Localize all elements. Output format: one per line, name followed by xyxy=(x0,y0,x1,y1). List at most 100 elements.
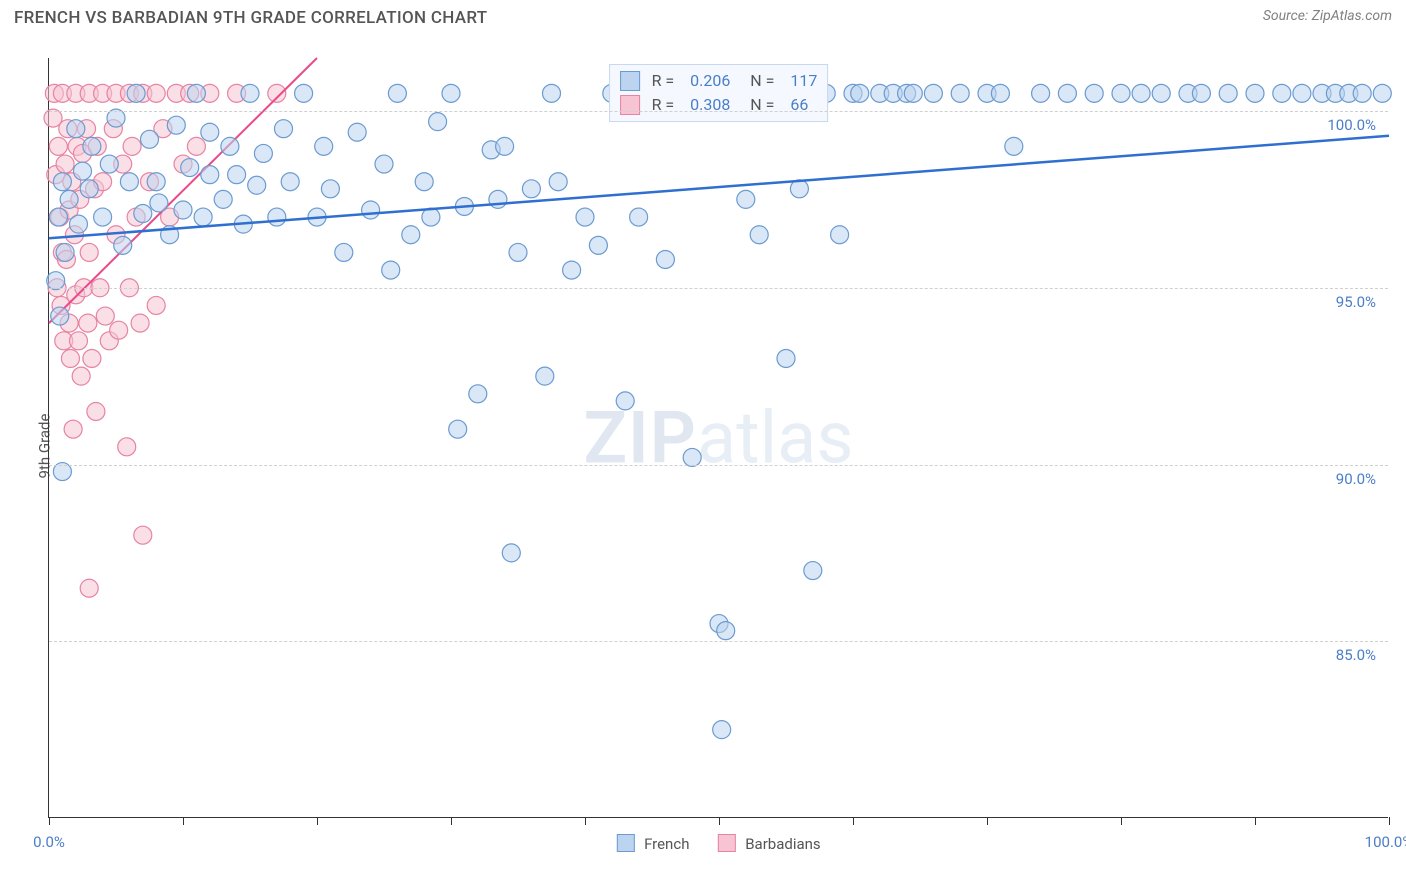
data-point xyxy=(589,236,607,254)
data-point xyxy=(241,84,259,102)
data-point xyxy=(1353,84,1371,102)
data-point xyxy=(49,208,67,226)
data-point xyxy=(187,84,205,102)
data-point xyxy=(49,137,67,155)
data-point xyxy=(804,562,822,580)
data-point xyxy=(737,190,755,208)
data-point xyxy=(1085,84,1103,102)
data-point xyxy=(1132,84,1150,102)
data-point xyxy=(1152,84,1170,102)
data-point xyxy=(110,321,128,339)
x-tick xyxy=(183,817,184,825)
legend-item-barbadians: Barbadians xyxy=(717,834,820,853)
data-point xyxy=(449,420,467,438)
data-point xyxy=(56,155,74,173)
data-point xyxy=(134,526,152,544)
data-point xyxy=(214,190,232,208)
data-point xyxy=(60,190,78,208)
data-point xyxy=(362,201,380,219)
data-point xyxy=(187,137,205,155)
x-tick xyxy=(719,817,720,825)
gridline xyxy=(49,465,1388,466)
x-tick xyxy=(1121,817,1122,825)
data-point xyxy=(429,113,447,131)
french-swatch-icon xyxy=(620,71,640,91)
data-point xyxy=(181,159,199,177)
x-tick xyxy=(585,817,586,825)
data-point xyxy=(79,314,97,332)
data-point xyxy=(502,544,520,562)
data-point xyxy=(951,84,969,102)
data-point xyxy=(120,173,138,191)
data-point xyxy=(51,307,69,325)
data-point xyxy=(53,173,71,191)
data-point xyxy=(254,144,272,162)
gridline xyxy=(49,111,1388,112)
data-point xyxy=(924,84,942,102)
data-point xyxy=(469,385,487,403)
data-point xyxy=(1246,84,1264,102)
data-point xyxy=(69,332,87,350)
data-point xyxy=(713,721,731,739)
data-point xyxy=(80,180,98,198)
data-point xyxy=(576,208,594,226)
data-point xyxy=(114,236,132,254)
data-point xyxy=(1293,84,1311,102)
data-point xyxy=(656,250,674,268)
data-point xyxy=(248,176,266,194)
data-point xyxy=(375,155,393,173)
data-point xyxy=(904,84,922,102)
data-point xyxy=(147,173,165,191)
legend-bottom: French Barbadians xyxy=(616,834,820,853)
data-point xyxy=(630,208,648,226)
data-point xyxy=(315,137,333,155)
data-point xyxy=(131,314,149,332)
stats-row-barbadians: R = 0.308 N = 66 xyxy=(620,93,818,117)
data-point xyxy=(1373,84,1391,102)
data-point xyxy=(100,155,118,173)
legend-item-french: French xyxy=(616,834,689,853)
data-point xyxy=(72,367,90,385)
data-point xyxy=(87,402,105,420)
data-point xyxy=(194,208,212,226)
data-point xyxy=(228,166,246,184)
x-tick-label: 100.0% xyxy=(1365,833,1406,851)
data-point xyxy=(496,137,514,155)
data-point xyxy=(80,579,98,597)
x-tick xyxy=(317,817,318,825)
y-tick-label: 90.0% xyxy=(1336,470,1376,488)
data-point xyxy=(415,173,433,191)
y-tick-label: 100.0% xyxy=(1327,116,1376,134)
data-point xyxy=(536,367,554,385)
data-point xyxy=(268,84,286,102)
gridline xyxy=(49,641,1388,642)
data-point xyxy=(94,208,112,226)
data-point xyxy=(134,205,152,223)
data-point xyxy=(118,438,136,456)
data-point xyxy=(442,84,460,102)
data-point xyxy=(201,123,219,141)
stats-legend: R = 0.206 N = 117 R = 0.308 N = 66 xyxy=(609,64,829,122)
data-point xyxy=(489,190,507,208)
data-point xyxy=(67,120,85,138)
french-swatch-icon xyxy=(616,834,634,852)
plot-svg xyxy=(49,58,1388,817)
data-point xyxy=(167,116,185,134)
data-point xyxy=(221,137,239,155)
data-point xyxy=(509,243,527,261)
data-point xyxy=(150,194,168,212)
data-point xyxy=(1273,84,1291,102)
data-point xyxy=(1192,84,1210,102)
data-point xyxy=(616,392,634,410)
data-point xyxy=(123,137,141,155)
x-tick-label: 0.0% xyxy=(33,833,65,851)
data-point xyxy=(275,120,293,138)
data-point xyxy=(201,166,219,184)
data-point xyxy=(348,123,366,141)
data-point xyxy=(96,307,114,325)
data-point xyxy=(563,261,581,279)
data-point xyxy=(56,243,74,261)
y-tick-label: 85.0% xyxy=(1336,646,1376,664)
y-tick-label: 95.0% xyxy=(1336,293,1376,311)
data-point xyxy=(1112,84,1130,102)
